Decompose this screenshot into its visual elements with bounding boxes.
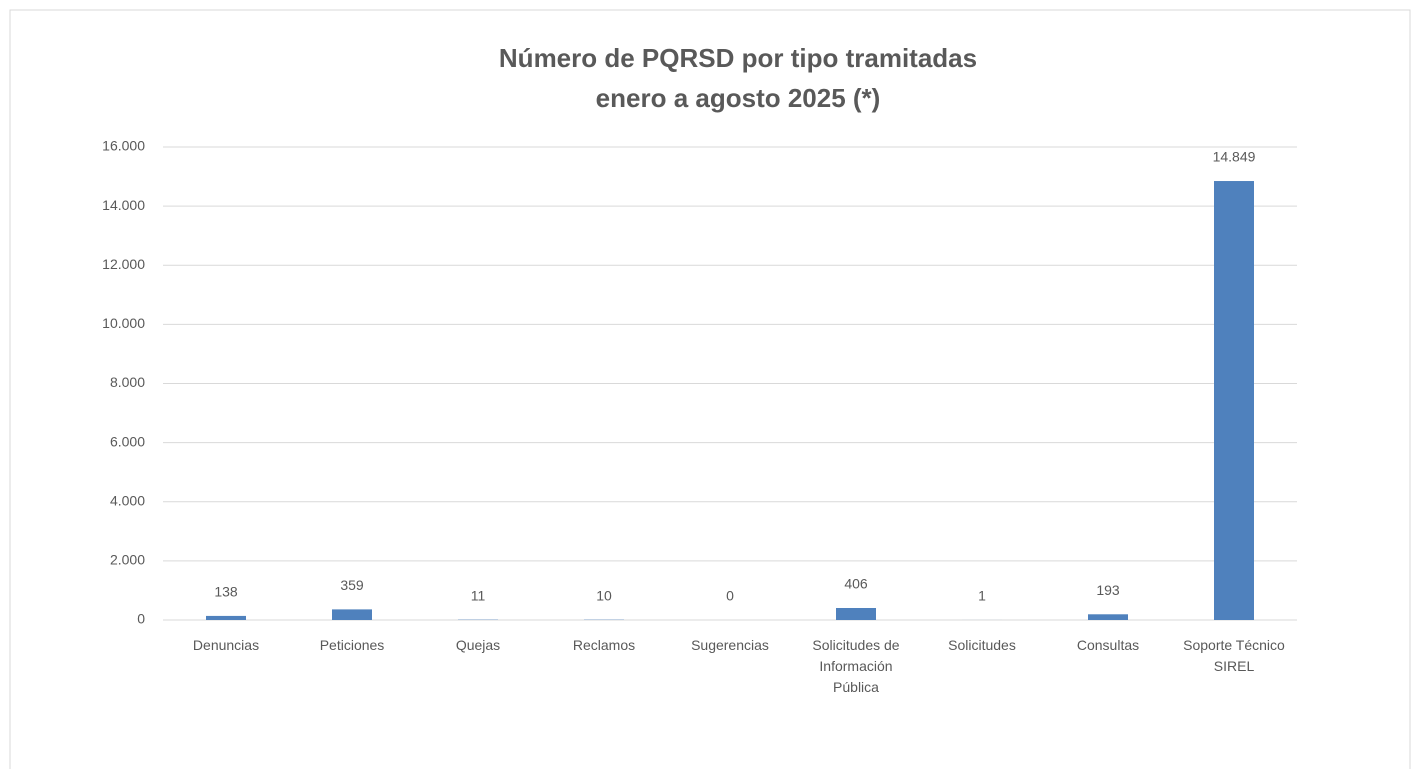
bar [1088, 614, 1128, 620]
chart-frame [9, 9, 1411, 769]
x-tick-label: Soporte Técnico SIREL [1183, 637, 1285, 674]
x-tick-label: Solicitudes [948, 637, 1016, 653]
x-tick-label: Solicitudes de Información Pública [812, 637, 899, 695]
y-tick-label: 16.000 [102, 138, 145, 154]
chart-title: Número de PQRSD por tipo tramitadas [499, 43, 977, 73]
y-tick-label: 12.000 [102, 256, 145, 272]
data-label: 193 [1096, 582, 1120, 598]
x-tick-label: Consultas [1077, 637, 1139, 653]
x-tick-label: Peticiones [320, 637, 385, 653]
y-tick-label: 14.000 [102, 197, 145, 213]
data-label: 1 [978, 588, 986, 604]
bar [836, 607, 876, 620]
bar [206, 615, 246, 620]
data-label: 406 [844, 576, 868, 592]
y-tick-label: 8.000 [110, 374, 145, 390]
chart-subtitle: enero a agosto 2025 (*) [596, 83, 881, 113]
x-tick-label: Quejas [456, 637, 500, 653]
bar [1214, 181, 1254, 621]
x-tick-label: Denuncias [193, 637, 259, 653]
data-label: 0 [726, 588, 734, 604]
bar [332, 609, 372, 620]
data-label: 138 [214, 584, 238, 600]
data-label: 10 [596, 587, 612, 603]
y-tick-label: 6.000 [110, 433, 145, 449]
y-tick-label: 0 [137, 611, 145, 627]
data-label: 359 [340, 577, 364, 593]
y-tick-label: 2.000 [110, 552, 145, 568]
y-tick-label: 4.000 [110, 492, 145, 508]
data-label: 11 [471, 587, 486, 603]
x-tick-label: Reclamos [573, 637, 635, 653]
x-tick-label: Sugerencias [691, 637, 769, 653]
data-label: 14.849 [1213, 149, 1256, 165]
y-tick-label: 10.000 [102, 315, 145, 331]
